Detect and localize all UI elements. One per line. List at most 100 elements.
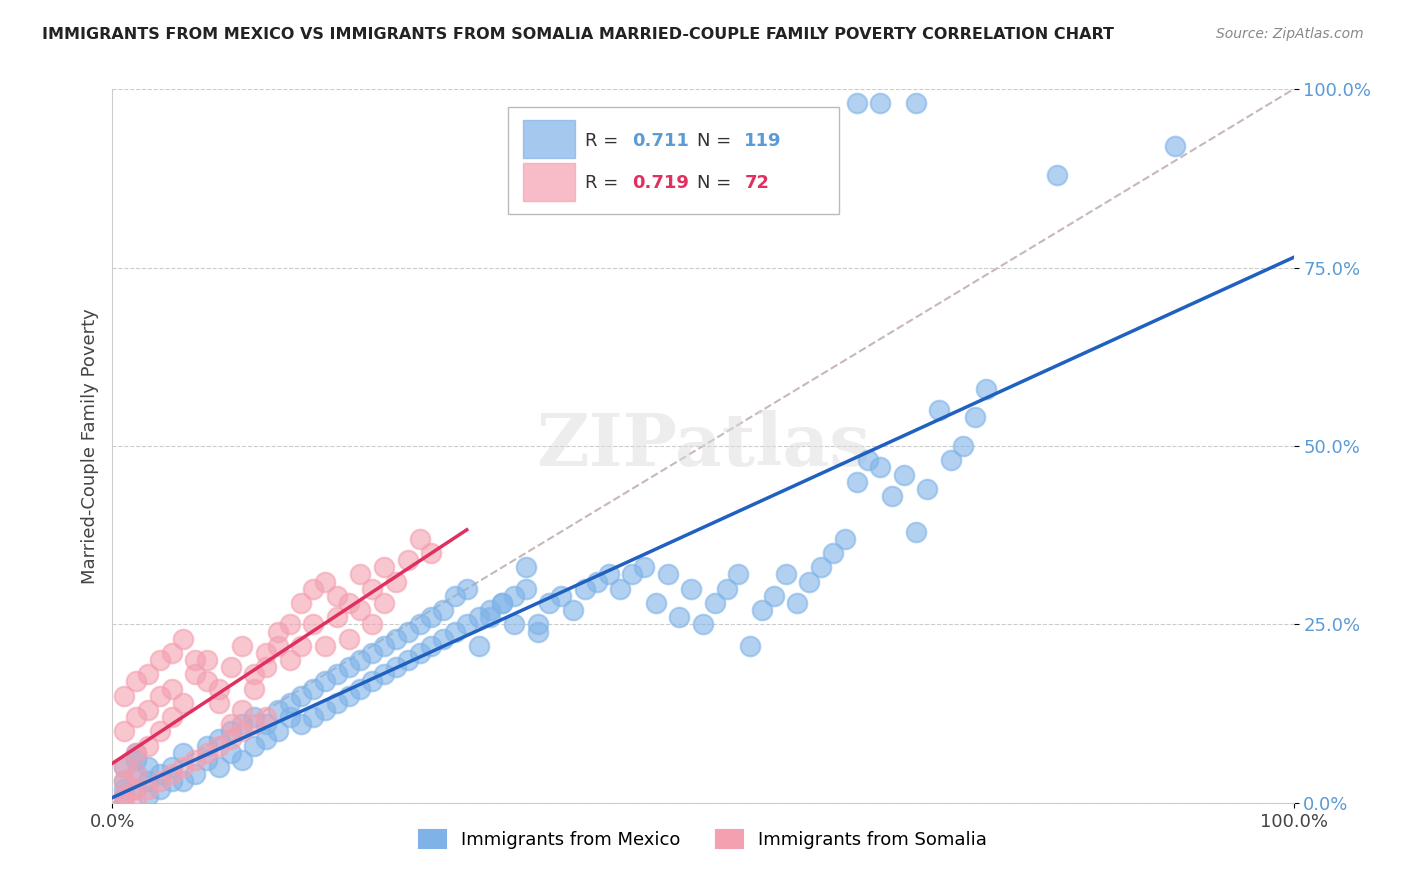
Point [302,681,325,696]
Point [503,589,526,603]
Point [939,453,962,467]
Point [869,460,891,475]
Text: Source: ZipAtlas.com: Source: ZipAtlas.com [1216,27,1364,41]
Point [503,617,526,632]
Point [314,574,336,589]
Point [408,532,430,546]
Point [526,624,548,639]
Point [845,475,868,489]
Point [112,724,135,739]
Point [112,774,135,789]
Point [136,781,159,796]
Point [208,696,231,710]
Point [337,632,360,646]
Point [243,681,266,696]
Point [444,589,467,603]
Text: 0.711: 0.711 [633,132,689,150]
Point [904,96,927,111]
Point [125,781,148,796]
Point [491,596,513,610]
Text: R =: R = [585,175,624,193]
Point [621,567,644,582]
Point [302,617,325,632]
Text: ZIPatlas: ZIPatlas [536,410,870,482]
Point [821,546,844,560]
Point [515,582,537,596]
Point [326,667,349,681]
Point [1164,139,1187,153]
Point [149,689,172,703]
Point [195,674,218,689]
Point [349,681,371,696]
Point [598,567,620,582]
Point [254,660,277,674]
Point [149,653,172,667]
Point [290,717,312,731]
Point [479,603,502,617]
Point [195,753,218,767]
Point [326,696,349,710]
Point [526,617,548,632]
Point [243,717,266,731]
Point [928,403,950,417]
Point [585,574,607,589]
Point [491,596,513,610]
Point [172,760,194,774]
Point [160,710,183,724]
Point [125,767,148,781]
Point [254,731,277,746]
Point [172,746,194,760]
Point [349,603,371,617]
Point [125,753,148,767]
Point [314,674,336,689]
Point [420,639,443,653]
Point [184,667,207,681]
Point [184,653,207,667]
Point [208,731,231,746]
Point [373,596,395,610]
Point [893,467,915,482]
Point [136,667,159,681]
Y-axis label: Married-Couple Family Poverty: Married-Couple Family Poverty [80,308,98,584]
Point [337,596,360,610]
Point [290,689,312,703]
Point [184,753,207,767]
Point [267,624,290,639]
Point [917,482,939,496]
Point [810,560,832,574]
Point [479,610,502,624]
Point [361,582,384,596]
Point [290,639,312,653]
Point [160,767,183,781]
Point [112,689,135,703]
Point [195,653,218,667]
Text: 0.719: 0.719 [633,175,689,193]
Point [278,653,301,667]
Point [112,760,135,774]
Text: 72: 72 [744,175,769,193]
Point [136,703,159,717]
Point [125,796,148,810]
Point [125,781,148,796]
Point [420,546,443,560]
Point [845,96,868,111]
Point [515,560,537,574]
FancyBboxPatch shape [508,107,839,214]
Point [231,724,253,739]
Point [976,382,998,396]
Point [834,532,856,546]
Point [349,653,371,667]
Point [172,774,194,789]
Point [786,596,808,610]
Point [278,710,301,724]
Point [219,717,242,731]
Point [444,624,467,639]
Point [326,610,349,624]
Point [361,617,384,632]
Point [302,582,325,596]
Point [231,639,253,653]
Point [267,703,290,717]
Point [243,710,266,724]
Point [208,681,231,696]
Point [125,710,148,724]
